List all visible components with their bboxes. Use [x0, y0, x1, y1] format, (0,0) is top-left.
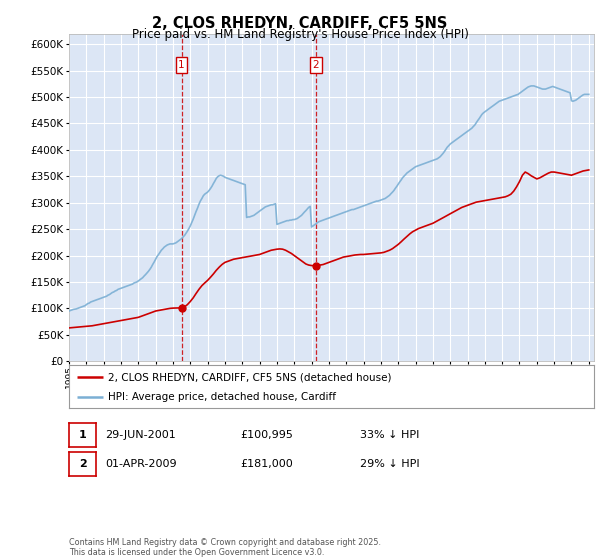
Text: £100,995: £100,995	[240, 430, 293, 440]
Text: 1: 1	[79, 430, 86, 440]
Text: Contains HM Land Registry data © Crown copyright and database right 2025.
This d: Contains HM Land Registry data © Crown c…	[69, 538, 381, 557]
Text: 2: 2	[79, 459, 86, 469]
Text: 29% ↓ HPI: 29% ↓ HPI	[360, 459, 419, 469]
Text: £181,000: £181,000	[240, 459, 293, 469]
Text: 1: 1	[178, 60, 185, 70]
Text: 2, CLOS RHEDYN, CARDIFF, CF5 5NS (detached house): 2, CLOS RHEDYN, CARDIFF, CF5 5NS (detach…	[109, 372, 392, 382]
Text: 01-APR-2009: 01-APR-2009	[105, 459, 176, 469]
Text: 29-JUN-2001: 29-JUN-2001	[105, 430, 176, 440]
Text: 33% ↓ HPI: 33% ↓ HPI	[360, 430, 419, 440]
Text: 2: 2	[313, 60, 319, 70]
Text: 2, CLOS RHEDYN, CARDIFF, CF5 5NS: 2, CLOS RHEDYN, CARDIFF, CF5 5NS	[152, 16, 448, 31]
Text: HPI: Average price, detached house, Cardiff: HPI: Average price, detached house, Card…	[109, 392, 337, 402]
Text: Price paid vs. HM Land Registry's House Price Index (HPI): Price paid vs. HM Land Registry's House …	[131, 28, 469, 41]
